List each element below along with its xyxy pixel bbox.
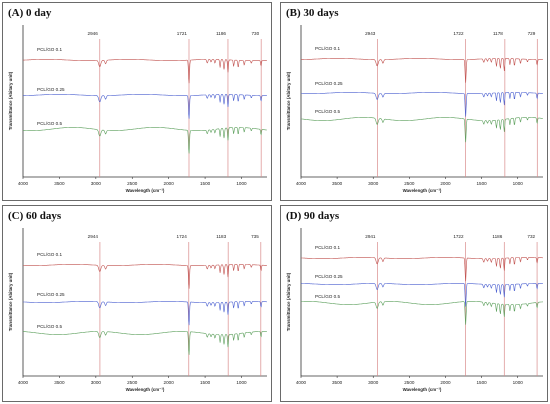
x-tick-label: 3500 [54, 181, 65, 186]
y-axis-label: Transmittance (Abitary unit) [286, 71, 291, 130]
x-tick-label: 2500 [404, 380, 415, 385]
series-label: PCL/GO 0.1 [37, 47, 62, 52]
peak-label: 1178 [493, 31, 503, 36]
chart-svg: 4000 3500 3000 2500 2000 1500 1000 Wavelength (… [286, 228, 543, 392]
series-label: PCL/GO 0.25 [315, 81, 343, 86]
chart-panel-30-days: (B) 30 days 4000 3500 3000 2500 2000 1500 1000… [280, 2, 548, 201]
x-tick-label: 1000 [236, 380, 247, 385]
panel-title: (C) 60 days [8, 210, 62, 222]
chart-panel-90-days: (D) 90 days 4000 3500 3000 2500 2000 1500 1000… [280, 205, 548, 402]
x-tick-label: 3500 [332, 380, 343, 385]
peak-label: 1724 [177, 234, 188, 239]
x-tick-label: 2000 [164, 181, 175, 186]
x-tick-label: 1000 [513, 380, 524, 385]
y-axis-label: Transmittance (Abitary unit) [8, 71, 13, 130]
chart-svg: 4000 3500 3000 2500 2000 1500 1000 Wavelength (… [8, 25, 267, 193]
spectrum-line [23, 94, 267, 119]
y-axis-label: Transmittance (Abitary unit) [8, 272, 13, 331]
y-axis-label: Transmittance (Abitary unit) [286, 272, 291, 331]
x-tick-label: 4000 [296, 181, 307, 186]
x-tick-label: 1500 [200, 380, 211, 385]
x-axis-label: Wavelength (cm⁻¹) [403, 387, 442, 392]
x-tick-label: 4000 [18, 380, 29, 385]
x-tick-label: 2000 [440, 181, 451, 186]
spectrum-line [22, 301, 267, 326]
spectrum-line [300, 257, 543, 282]
x-tick-label: 4000 [18, 181, 29, 186]
series-label: PCL/GO 0.25 [37, 87, 65, 92]
series-label: PCL/GO 0.25 [315, 274, 343, 279]
series-label: PCL/GO 0.5 [315, 109, 340, 114]
peak-label: 1186 [216, 31, 226, 36]
peak-label: 730 [252, 31, 260, 36]
x-axis-label: Wavelength (cm⁻¹) [126, 188, 165, 193]
series-label: PCL/GO 0.5 [315, 294, 340, 299]
x-tick-label: 3000 [368, 380, 379, 385]
spectrum-line [301, 283, 543, 307]
chart-svg: 4000 3500 3000 2500 2000 1500 1000 Wavelength (… [8, 228, 267, 392]
x-tick-label: 3500 [332, 181, 343, 186]
spectrum-line [301, 301, 543, 325]
peak-label: 1183 [216, 234, 226, 239]
spectrum-line [23, 59, 267, 84]
x-tick-label: 2000 [440, 380, 451, 385]
x-tick-label: 1000 [236, 181, 247, 186]
peak-label: 732 [527, 234, 535, 239]
x-tick-label: 1000 [513, 181, 524, 186]
chart-panel-60-days: (C) 60 days 4000 3500 3000 2500 2000 1500 1000… [2, 205, 272, 402]
spectrum-line [301, 92, 543, 117]
chart-panel-0-day: (A) 0 day 4000 3500 3000 2500 2000 1500 1000 Wa… [2, 2, 272, 201]
peak-label: 1721 [177, 31, 188, 36]
panel-title: (A) 0 day [8, 7, 52, 19]
x-tick-label: 3000 [91, 380, 102, 385]
x-tick-label: 2000 [164, 380, 175, 385]
spectrum-line [301, 117, 543, 143]
x-tick-label: 1500 [200, 181, 211, 186]
spectrum-line [301, 58, 543, 83]
peak-label: 2943 [365, 31, 376, 36]
series-label: PCL/GO 0.1 [315, 245, 340, 250]
peak-label: 2946 [88, 31, 99, 36]
peak-label: 729 [528, 31, 536, 36]
panel-title: (D) 90 days [286, 210, 340, 222]
peak-label: 735 [251, 234, 259, 239]
x-axis-label: Wavelength (cm⁻¹) [126, 387, 165, 392]
peak-label: 1186 [492, 234, 502, 239]
series-label: PCL/GO 0.5 [37, 121, 62, 126]
x-tick-label: 1500 [476, 380, 487, 385]
series-label: PCL/GO 0.1 [315, 46, 340, 51]
series-label: PCL/GO 0.1 [37, 252, 62, 257]
axis-lines [300, 228, 543, 377]
x-tick-label: 4000 [296, 380, 307, 385]
spectrum-line [23, 331, 267, 355]
peak-label: 1722 [453, 234, 464, 239]
x-tick-label: 3000 [368, 181, 379, 186]
x-tick-label: 2500 [404, 181, 415, 186]
x-tick-label: 1500 [476, 181, 487, 186]
x-tick-label: 2500 [127, 181, 138, 186]
spectrum-line [23, 127, 267, 154]
chart-svg: 4000 3500 3000 2500 2000 1500 1000 Wavelength (… [286, 25, 543, 193]
x-tick-label: 2500 [127, 380, 138, 385]
x-tick-label: 3000 [91, 181, 102, 186]
spectrum-line [23, 264, 267, 289]
x-tick-label: 3500 [54, 380, 65, 385]
series-label: PCL/GO 0.5 [37, 324, 62, 329]
peak-label: 2941 [365, 234, 376, 239]
x-axis-label: Wavelength (cm⁻¹) [403, 188, 442, 193]
series-label: PCL/GO 0.25 [37, 292, 65, 297]
peak-label: 1722 [453, 31, 464, 36]
peak-label: 2944 [88, 234, 99, 239]
panel-title: (B) 30 days [286, 7, 339, 19]
